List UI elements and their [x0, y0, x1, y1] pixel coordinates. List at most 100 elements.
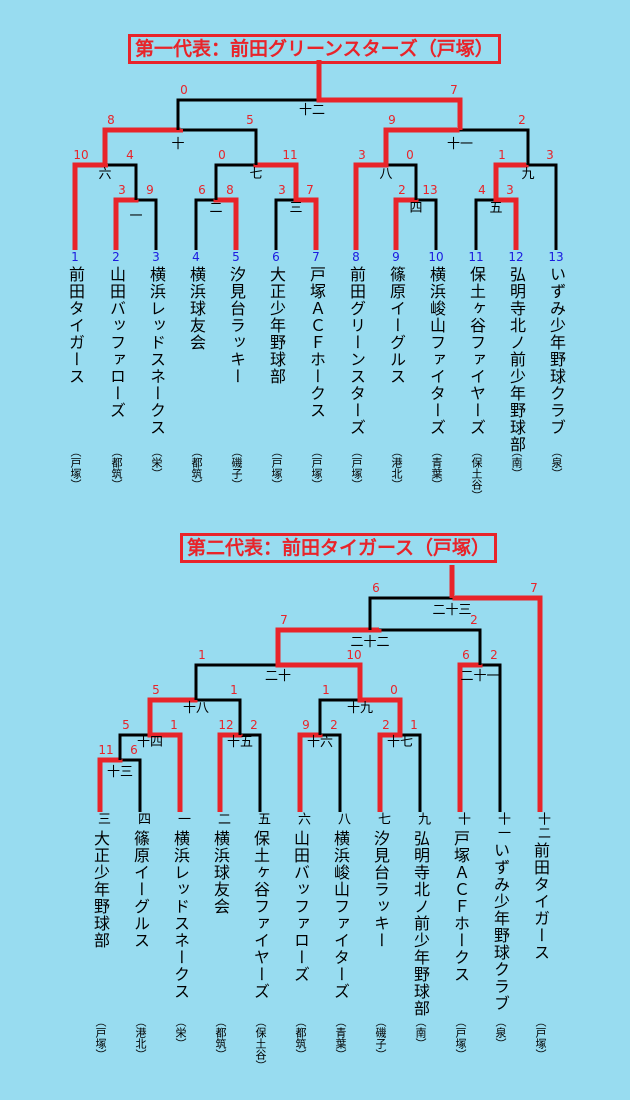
team-seed: 12: [508, 250, 524, 264]
team-region: （磯子）: [230, 446, 243, 490]
team-region: （磯子）: [374, 1016, 387, 1060]
score-label: 8: [107, 113, 115, 127]
score-label: 9: [388, 113, 396, 127]
winner-line: [275, 627, 382, 665]
match-number: 十三: [107, 765, 133, 780]
team-region: （南）: [510, 446, 523, 479]
score-label: 4: [478, 183, 486, 197]
match-number: 十一: [447, 137, 473, 152]
team-region: （都筑）: [110, 446, 123, 490]
team-name: 前田グリーンスターズ: [347, 266, 366, 436]
team-name: 横浜球友会: [187, 266, 206, 351]
match-seed: 十二: [535, 812, 550, 840]
team-name: 前田タイガース: [531, 842, 550, 961]
team-name: 前田タイガース: [66, 266, 85, 385]
match-seed: 二: [215, 812, 230, 826]
score-label: 3: [506, 183, 514, 197]
score-label: 2: [398, 183, 406, 197]
team-region: （栄）: [150, 446, 163, 479]
score-label: 6: [198, 183, 206, 197]
winner-line: [452, 595, 543, 812]
score-label: 7: [306, 183, 314, 197]
winner-line: [383, 127, 460, 165]
score-label: 2: [250, 718, 258, 732]
match-number: 四: [409, 201, 422, 216]
score-label: 8: [226, 183, 234, 197]
team-name: 篠原イーグルス: [131, 830, 150, 949]
match-number: 十五: [227, 735, 253, 750]
match-number: 五: [489, 201, 502, 216]
team-name: 山田バッファローズ: [107, 266, 126, 419]
team-region: （保土谷）: [254, 1016, 267, 1071]
score-label: 6: [372, 581, 380, 595]
team-seed: 6: [272, 250, 280, 264]
match-seed: 十一: [495, 812, 510, 840]
winner-line: [493, 162, 529, 200]
team-region: （青葉）: [430, 446, 443, 490]
team-region: （南）: [414, 1016, 427, 1049]
team-name: 横浜球友会: [211, 830, 230, 915]
score-label: 0: [406, 148, 414, 162]
team-name: 保土ヶ谷ファイヤーズ: [467, 266, 486, 436]
match-number: 二十二: [350, 635, 389, 650]
match-seed: 十: [455, 812, 470, 826]
score-label: 6: [130, 743, 138, 757]
match-number: 七: [249, 167, 262, 182]
score-label: 1: [170, 718, 178, 732]
team-seed: 5: [232, 250, 240, 264]
team-region: （都筑）: [214, 1016, 227, 1060]
team-seed: 13: [548, 250, 564, 264]
team-name: 横浜峻山ファイターズ: [427, 266, 446, 436]
score-label: 2: [382, 718, 390, 732]
team-seed: 8: [352, 250, 360, 264]
match-number: 十: [171, 137, 184, 152]
match-number: 十二: [299, 103, 325, 118]
team-region: （戸塚）: [534, 1016, 547, 1060]
score-label: 5: [246, 113, 254, 127]
score-label: 0: [218, 148, 226, 162]
team-name: 弘明寺北ノ前少年野球部: [411, 830, 430, 1017]
team-region: （戸塚）: [454, 1016, 467, 1060]
match-number: 十四: [137, 735, 163, 750]
score-label: 11: [98, 743, 113, 757]
team-seed: 9: [392, 250, 400, 264]
match-seed: 六: [295, 812, 310, 826]
score-label: 3: [358, 148, 366, 162]
match-seed: 五: [255, 812, 270, 826]
team-region: （青葉）: [334, 1016, 347, 1060]
score-label: 13: [422, 183, 437, 197]
team-region: （泉）: [494, 1016, 507, 1049]
team-name: 弘明寺北ノ前少年野球部: [507, 266, 526, 453]
team-region: （戸塚）: [94, 1016, 107, 1060]
team-region: （戸塚）: [350, 446, 363, 490]
match-number: 六: [98, 167, 111, 182]
team-seed: 1: [71, 250, 79, 264]
team-region: （都筑）: [190, 446, 203, 490]
score-label: 7: [530, 581, 538, 595]
score-label: 1: [198, 648, 206, 662]
team-name: 横浜峻山ファイターズ: [331, 830, 350, 1000]
team-region: （港北）: [390, 446, 403, 490]
score-label: 2: [330, 718, 338, 732]
team-seed: 10: [428, 250, 444, 264]
team-name: 横浜レッドスネークス: [147, 266, 166, 436]
team-region: （港北）: [134, 1016, 147, 1060]
match-number: 二十: [265, 669, 291, 684]
match-number: 一: [129, 209, 142, 224]
score-label: 2: [518, 113, 526, 127]
score-label: 10: [73, 148, 88, 162]
score-label: 7: [450, 83, 458, 97]
second-representative-title: 第二代表：前田タイガース（戸塚）: [180, 533, 498, 563]
score-label: 2: [470, 613, 478, 627]
score-label: 4: [126, 148, 134, 162]
score-label: 5: [152, 683, 160, 697]
match-number: 三: [289, 201, 302, 216]
team-name: 横浜レッドスネークス: [171, 830, 190, 1000]
team-seed: 11: [468, 250, 484, 264]
team-region: （泉）: [550, 446, 563, 479]
winner-line: [113, 197, 139, 250]
match-seed: 七: [375, 812, 390, 826]
team-region: （栄）: [174, 1016, 187, 1049]
first-representative-title: 第一代表：前田グリーンスターズ（戸塚）: [128, 34, 501, 64]
